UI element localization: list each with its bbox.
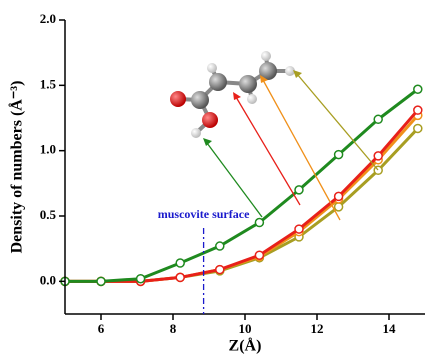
marker xyxy=(295,186,303,194)
marker xyxy=(97,277,105,285)
y-tick-label: 0.5 xyxy=(40,207,57,222)
series-line xyxy=(65,89,418,281)
x-tick-label: 14 xyxy=(383,321,397,336)
marker xyxy=(255,251,263,259)
molecule xyxy=(170,51,295,138)
marker xyxy=(295,225,303,233)
x-tick-label: 12 xyxy=(311,321,324,336)
marker xyxy=(216,242,224,250)
marker xyxy=(176,273,184,281)
series-line xyxy=(65,128,418,281)
x-tick-label: 10 xyxy=(239,321,252,336)
marker xyxy=(335,151,343,159)
marker xyxy=(255,219,263,227)
y-tick-label: 1.5 xyxy=(40,76,57,91)
marker xyxy=(374,115,382,123)
marker xyxy=(216,266,224,274)
y-tick-label: 1.0 xyxy=(40,142,56,157)
marker xyxy=(335,192,343,200)
series-line xyxy=(65,115,418,281)
marker xyxy=(335,203,343,211)
marker xyxy=(176,259,184,267)
marker xyxy=(414,124,422,132)
x-tick-label: 6 xyxy=(98,321,105,336)
x-tick-label: 8 xyxy=(170,321,177,336)
marker xyxy=(414,106,422,114)
annotation: muscovite surface xyxy=(158,207,250,221)
y-tick-label: 0.0 xyxy=(40,272,56,287)
chart: 0.0 0.5 1.0 1.5 2.0 6 8 10 12 14 Z(Å) Density of nu… xyxy=(0,0,426,359)
marker xyxy=(137,275,145,283)
marker xyxy=(414,85,422,93)
page: {"chart_data": {"type": "line", "x_label… xyxy=(0,0,426,359)
series-line xyxy=(65,110,418,281)
x-axis-label: Z(Å) xyxy=(229,337,262,355)
marker xyxy=(374,152,382,160)
y-tick-label: 2.0 xyxy=(40,11,56,26)
y-axis-label: Density of numbers (Å⁻³) xyxy=(8,81,26,254)
